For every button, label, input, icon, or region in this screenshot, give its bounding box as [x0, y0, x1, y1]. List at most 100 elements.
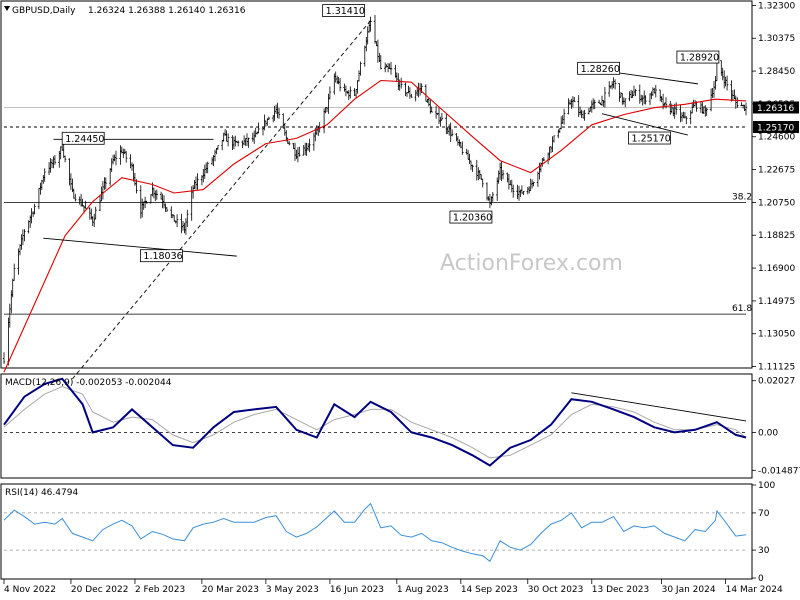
ohlc-bar	[114, 150, 118, 166]
level-value: 1.25170	[757, 124, 794, 134]
ohlc-bar	[552, 135, 556, 143]
ohlc-bar	[175, 214, 179, 227]
date-axis-tick: 14 Mar 2024	[726, 585, 783, 595]
current-price-tag	[753, 101, 799, 114]
price-label: 1.18036	[143, 251, 182, 262]
ohlc-bar	[369, 16, 372, 32]
ohlc-bar	[491, 192, 494, 202]
ohlc-bar	[512, 184, 515, 198]
symbol-label: GBPUSD,Daily	[12, 6, 76, 16]
ohlc-bar	[379, 55, 382, 70]
ohlc-bar	[736, 97, 739, 108]
ohlc-bar	[725, 75, 729, 91]
price-panel-frame	[0, 0, 753, 369]
price-axis-tick: 1.11125	[758, 363, 795, 373]
ohlc-bar	[43, 168, 46, 182]
ohlc-bar	[33, 203, 36, 215]
ohlc-bar	[359, 61, 362, 76]
date-axis-tick: 20 Dec 2022	[71, 585, 129, 595]
price-label: 1.31410	[326, 6, 365, 17]
price-label-box	[322, 4, 366, 17]
ohlc-bar	[328, 86, 332, 100]
macd-panel-frame	[0, 373, 753, 479]
rsi-panel-frame	[0, 483, 753, 580]
ohlc-bar	[94, 206, 97, 220]
ohlc-bar	[634, 88, 637, 97]
date-axis-tick: 14 Sep 2023	[461, 585, 518, 595]
ohlc-bar	[461, 141, 464, 155]
ohlc-bar	[104, 177, 107, 190]
ohlc-bar	[450, 129, 454, 137]
ohlc-bar	[349, 86, 352, 99]
ohlc-bar	[226, 133, 230, 147]
price-label-box	[676, 50, 720, 64]
price-label-box	[628, 131, 671, 145]
macd-trendline	[571, 392, 747, 422]
price-layer: 38.2 61.8 1.31410 1.24450 1.18036 1.20360 1.28…	[2, 4, 752, 380]
projection-trendline	[72, 20, 371, 380]
price-axis-tick: 1.22675	[758, 166, 795, 176]
date-axis-tick: 16 Jun 2023	[330, 585, 384, 595]
moving-average-line	[3, 79, 747, 373]
ohlc-bar	[2, 352, 6, 364]
ohlc-bar	[145, 200, 148, 204]
price-axis-tick: 1.16900	[758, 264, 795, 274]
ohlc-bar	[196, 173, 199, 190]
macd-axis-tick: 0.02027	[758, 377, 795, 387]
ohlc-bar	[593, 99, 596, 110]
ohlc-bar	[247, 137, 250, 148]
macd-title: MACD(12,26,9) -0.002053 -0.002044	[5, 378, 172, 388]
price-label: 1.25170	[632, 134, 671, 145]
ohlc-bar	[573, 97, 576, 103]
ohlc-bar	[63, 155, 67, 163]
ohlc-bar	[186, 209, 189, 227]
ohlc-bar	[440, 112, 444, 121]
ohlc-bar	[53, 155, 57, 165]
macd-axis-tick: 0.00	[758, 428, 778, 438]
date-axis-tick: 13 Dec 2023	[592, 585, 650, 595]
trendline	[43, 237, 237, 257]
axis-layer: 1.323001.303751.284501.265251.246001.226…	[3, 1, 800, 595]
price-label-box	[449, 210, 493, 224]
ohlc-bar	[471, 164, 474, 172]
price-axis-tick: 1.24600	[758, 133, 795, 143]
rsi-axis-tick: 30	[758, 546, 770, 556]
ohlc-bar	[410, 93, 413, 98]
ohlc-bar	[277, 108, 281, 119]
date-axis-tick: 1 Aug 2023	[397, 585, 449, 595]
ohlc-bar	[603, 87, 607, 108]
ohlc-bar	[501, 169, 505, 180]
ohlc-bar	[562, 108, 566, 125]
ohlc-bar	[744, 102, 748, 116]
macd-line	[3, 377, 747, 467]
rsi-axis-tick: 70	[758, 509, 770, 519]
ohlc-bar	[624, 98, 627, 108]
price-axis-tick: 1.13050	[758, 330, 795, 340]
ohlc-bar	[288, 140, 291, 146]
rsi-layer: RSI(14) 46.4794	[3, 488, 747, 563]
ohlc-bar	[23, 229, 26, 242]
macd-axis-tick: -0.014877	[758, 466, 800, 476]
fibonacci-level-label: 38.2	[732, 192, 752, 202]
fibonacci-level-label: 61.8	[732, 304, 752, 314]
date-axis-tick: 2 Feb 2023	[135, 585, 185, 595]
ohlc-bar	[206, 161, 209, 174]
watermark: ActionForex.com	[440, 251, 623, 276]
ohlc-bar	[675, 102, 678, 115]
ohlc-bar	[389, 62, 393, 75]
ohlc-bar	[165, 207, 169, 212]
ohlc-bar	[267, 116, 270, 120]
ohlc-bar	[237, 140, 240, 147]
ohlc-bar	[654, 85, 657, 98]
price-label: 1.28920	[680, 53, 719, 64]
date-axis-tick: 30 Jan 2024	[662, 585, 716, 595]
date-axis-tick: 4 Nov 2022	[4, 585, 56, 595]
rsi-line	[3, 502, 747, 563]
ohlc-bar	[216, 145, 220, 150]
price-label-box	[140, 249, 183, 263]
ohlc-bar	[135, 179, 138, 194]
rsi-title: RSI(14) 46.4794	[5, 488, 78, 498]
current-price-value: 1.26316	[757, 104, 794, 114]
price-label: 1.20360	[453, 213, 492, 224]
